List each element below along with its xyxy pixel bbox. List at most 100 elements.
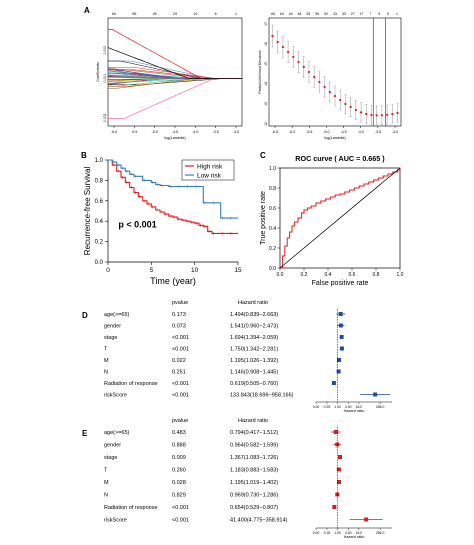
deviance-point — [344, 102, 347, 106]
row-pvalue: <0.001 — [172, 505, 189, 511]
x-tick-label: -4.0 — [192, 130, 198, 134]
y-tick-label: 0.6 — [95, 199, 104, 205]
deviance-point — [281, 45, 284, 49]
x-tick-label: 1.00 — [334, 531, 341, 535]
y-axis-label: Coefficients — [96, 62, 100, 82]
x-axis-label: log(Lambda) — [324, 136, 346, 140]
x-axis-label: False positive rate — [312, 280, 369, 287]
x-axis-label: Time (year) — [150, 276, 196, 286]
row-hazard-ratio: 41.400(4.775−358.914) — [230, 518, 288, 524]
row-pvalue: <0.001 — [172, 381, 189, 387]
hr-marker — [337, 455, 342, 459]
x-axis-label: log(Lambda) — [164, 136, 186, 140]
x-tick-label: 16.0 — [356, 531, 363, 535]
x-tick-label: 16.0 — [356, 405, 363, 409]
row-pvalue: 0.073 — [172, 324, 186, 330]
x-tick-label: -6.5 — [272, 130, 278, 134]
row-hazard-ratio: 1.183(0.883−1.583) — [230, 468, 278, 474]
row-pvalue: 0.483 — [172, 430, 186, 436]
deviance-point — [313, 75, 316, 79]
deviance-point — [380, 114, 383, 117]
chart-title: ROC curve ( AUC = 0.665 ) — [295, 154, 385, 163]
deviance-point — [365, 112, 368, 116]
deviance-point — [292, 55, 295, 59]
plot-frame — [279, 167, 401, 269]
y-tick-label: 13 — [264, 102, 268, 106]
top-tick-label: 65 — [271, 12, 275, 16]
deviance-point — [375, 114, 378, 117]
deviance-point — [396, 111, 399, 115]
x-axis-label: Hazard ratio — [344, 535, 365, 539]
x-tick-label: -6.0 — [289, 130, 295, 134]
legend-entry: Low risk — [197, 173, 222, 180]
row-hazard-ratio: 0.969(0.730−1.286) — [230, 493, 278, 499]
y-tick-label: 16 — [264, 42, 268, 46]
y-axis-label: Partial Likelihood Deviance — [258, 50, 262, 93]
top-tick-label: 7 — [369, 12, 371, 16]
x-tick-label: 1.00 — [334, 405, 341, 409]
legend-box — [181, 159, 235, 181]
y-tick-label: 14 — [264, 82, 268, 86]
y-axis-label: True positive rate — [260, 191, 267, 245]
deviance-point — [271, 34, 274, 38]
roc-curve — [280, 168, 401, 269]
deviance-point — [386, 113, 389, 116]
row-hazard-ratio: 1.494(0.839−2.663) — [230, 312, 278, 318]
row-name: riskScore — [104, 518, 127, 524]
panel-a-label: A — [84, 6, 90, 15]
panel-b-km-survival: B 0 5 10 15 0.0 0.2 0.4 0.6 0.8 1.0 High risk Low ri… — [81, 151, 242, 286]
hr-marker — [336, 467, 341, 472]
top-tick-label: 65 — [132, 12, 136, 16]
deviance-point — [287, 50, 290, 54]
row-pvalue: <0.001 — [172, 347, 189, 353]
row-hazard-ratio: 1.750(1.342−2.281) — [230, 347, 278, 353]
row-pvalue: <0.001 — [172, 393, 189, 399]
x-tick-label: 0.6 — [349, 272, 356, 278]
deviance-point — [370, 113, 373, 117]
row-hazard-ratio: 0.619(0.505−0.760) — [230, 381, 278, 387]
panel-c-roc: C ROC curve ( AUC = 0.665 ) 0.0 0.2 0.4 0.6 0.… — [260, 151, 404, 287]
panel-label: E — [82, 429, 88, 438]
x-tick-label: 0.25 — [324, 405, 331, 409]
top-tick-label: 64 — [298, 12, 302, 16]
hr-marker — [339, 335, 344, 339]
x-tick-label: 5 — [150, 267, 154, 274]
hr-marker — [339, 346, 344, 351]
top-tick-label: 6 — [215, 12, 217, 16]
row-hazard-ratio: 1.195(1.026−1.392) — [230, 358, 278, 364]
deviance-point — [297, 60, 300, 64]
panel-a-lasso-coefficients: -6.0 -5.5 -5.0 -4.5 -4.0 -3.5 -3.0 64 65 45 29 19 6 1… — [96, 12, 243, 140]
y-tick-label: 12 — [264, 122, 268, 126]
x-tick-label: -6.0 — [111, 130, 117, 134]
x-tick-label: 15 — [234, 267, 242, 274]
hr-marker — [331, 381, 336, 385]
top-tick-label: 64 — [280, 12, 284, 16]
row-hazard-ratio: 0.794(0.417−1.512) — [230, 430, 278, 436]
header-hazard-ratio: Hazard ratio — [238, 418, 268, 424]
x-tick-label: -3.0 — [233, 130, 239, 134]
coefficient-path — [107, 47, 242, 79]
x-tick-label: 256.0 — [376, 405, 385, 409]
deviance-point — [276, 40, 279, 44]
row-hazard-ratio: 133.843(18.696−958.166) — [230, 393, 294, 399]
row-name: stage — [104, 455, 117, 461]
deviance-point — [391, 112, 394, 116]
p-value-annotation: p < 0.001 — [118, 219, 156, 229]
top-tick-label: 1 — [235, 12, 237, 16]
y-tick-label: 0.8 — [269, 186, 276, 192]
x-tick-label: -5.5 — [131, 130, 137, 134]
top-tick-label: 64 — [289, 12, 293, 16]
row-hazard-ratio: 0.654(0.529−0.807) — [230, 505, 278, 511]
panel-a-cv-deviance: -6.5 -6.0 -5.5 -5.0 -4.5 -4.0 -3.5 -3.0 65 64 64 64… — [258, 12, 402, 140]
hr-marker — [332, 505, 337, 509]
hr-marker — [336, 358, 341, 362]
x-tick-label: 0.8 — [373, 272, 380, 278]
legend-entry: High risk — [197, 164, 223, 171]
top-tick-label: 33 — [342, 12, 346, 16]
x-tick-label: 0.4 — [325, 272, 332, 278]
x-tick-label: -4.5 — [340, 130, 346, 134]
top-tick-label: 52 — [324, 12, 328, 16]
panel-c-label: C — [260, 151, 266, 160]
deviance-point — [307, 70, 311, 74]
